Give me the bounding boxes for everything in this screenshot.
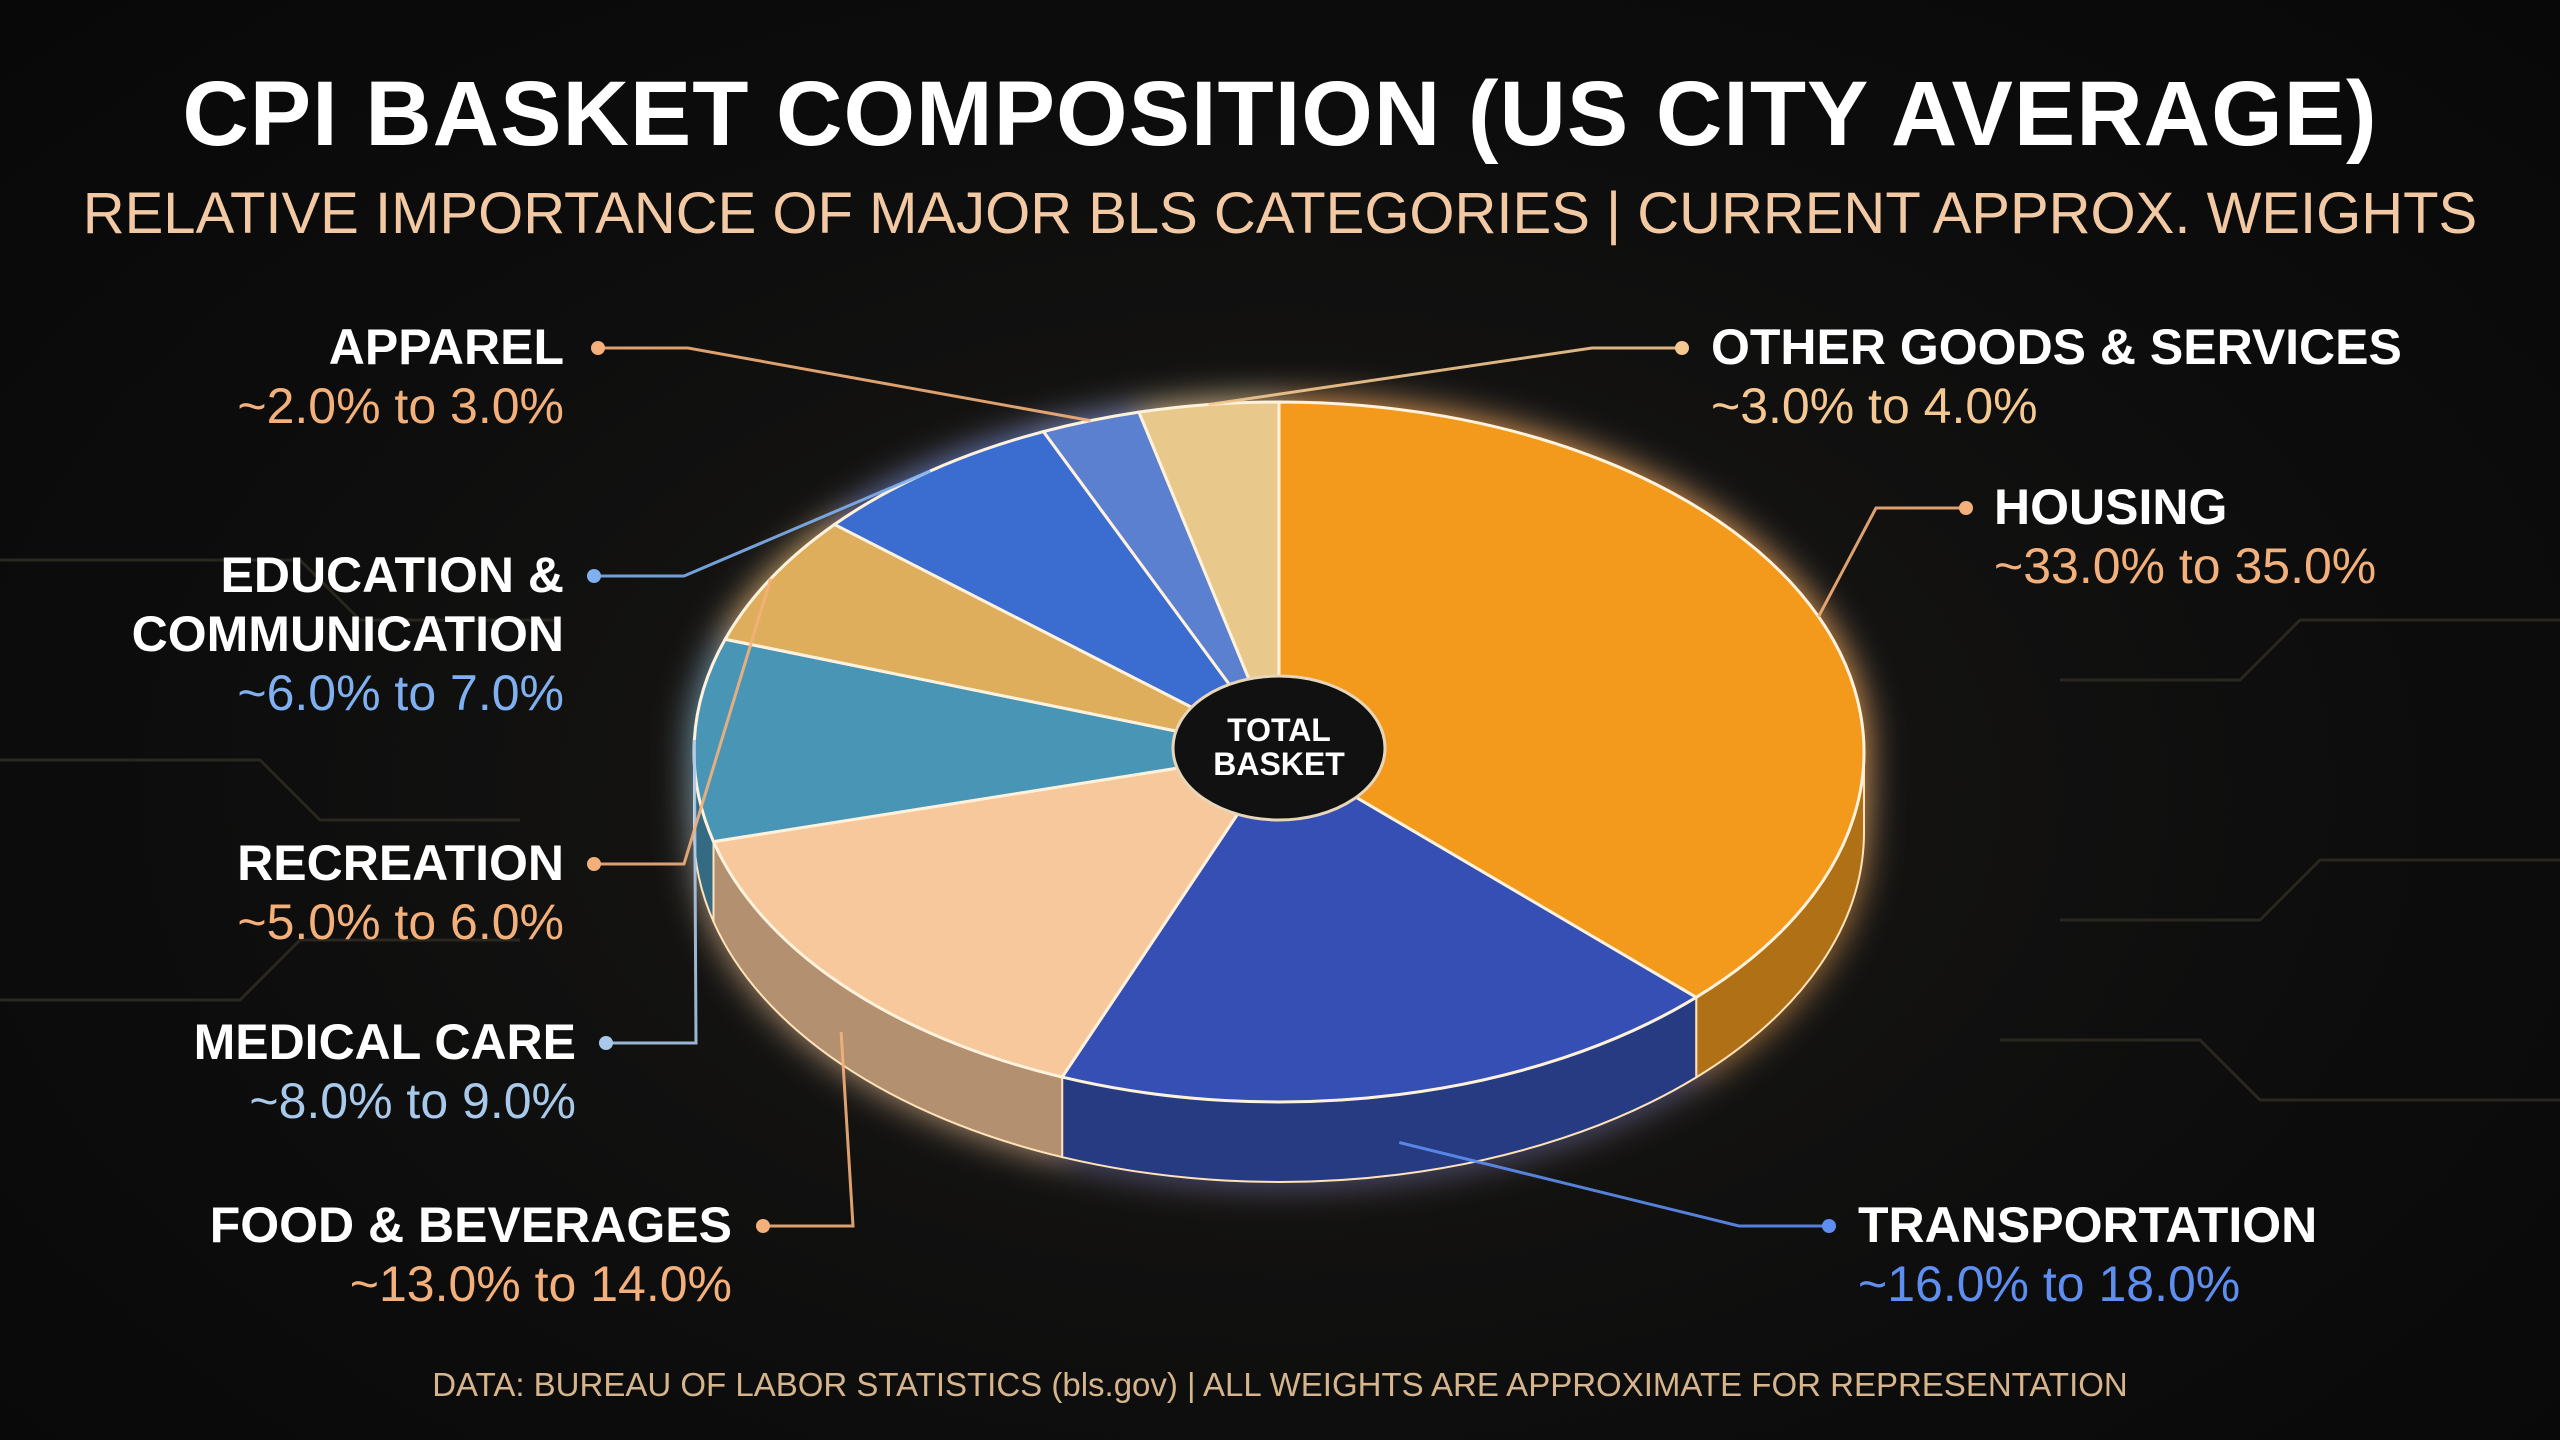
weight-range: ~2.0% to 3.0% [237,378,564,434]
leader-dot [1822,1219,1836,1233]
weight-range: ~8.0% to 9.0% [249,1073,576,1129]
weight-range: ~6.0% to 7.0% [237,665,564,721]
weight-range: ~3.0% to 4.0% [1711,378,2038,434]
slice [1136,400,1281,753]
chart-subtitle: RELATIVE IMPORTANCE OF MAJOR BLS CATEGOR… [82,181,2478,246]
category-label: TRANSPORTATION ~16.0% to 18.0% [1858,1196,2317,1314]
center-label: TOTAL BASKET [1213,712,1345,782]
weight-range: ~13.0% to 14.0% [349,1256,732,1312]
category-label: MEDICAL CARE ~8.0% to 9.0% [194,1013,576,1131]
leader-line [606,739,698,1045]
category-name: FOOD & BEVERAGES [209,1197,732,1253]
leader-dot [599,1036,613,1050]
category-name: RECREATION [237,835,564,891]
leader-dot [1959,501,1973,515]
leader-dot [587,569,601,583]
leader-dot [1675,341,1689,355]
leader-line [598,346,1091,423]
category-name: APPAREL [328,319,564,375]
leader-dot [591,341,605,355]
category-label: EDUCATION & COMMUNICATION ~6.0% to 7.0% [44,546,564,723]
leader-dot [756,1219,770,1233]
slice [1277,400,1866,1000]
category-label: OTHER GOODS & SERVICES ~3.0% to 4.0% [1711,318,2402,436]
category-name: OTHER GOODS & SERVICES [1711,319,2402,375]
category-name: TRANSPORTATION [1858,1197,2318,1253]
category-name: EDUCATION & COMMUNICATION [131,547,564,662]
category-label: APPAREL ~2.0% to 3.0% [237,318,564,436]
category-label: HOUSING ~33.0% to 35.0% [1994,478,2376,596]
weight-range: ~16.0% to 18.0% [1858,1256,2241,1312]
category-name: MEDICAL CARE [193,1014,576,1070]
category-name: HOUSING [1994,479,2228,535]
slice [711,749,1283,1079]
category-label: FOOD & BEVERAGES ~13.0% to 14.0% [210,1196,732,1314]
circuit-lines [0,558,2560,1102]
weight-range: ~5.0% to 6.0% [237,894,564,950]
leader-line [1398,1141,1829,1228]
category-label: RECREATION ~5.0% to 6.0% [237,834,564,952]
leader-line [594,578,773,866]
leader-line [1817,506,1966,618]
leader-line [763,1032,855,1228]
leader-line [1208,346,1682,407]
weight-range: ~33.0% to 35.0% [1994,538,2377,594]
center-hub [1171,674,1387,822]
chart-title: CPI BASKET COMPOSITION (US CITY AVERAGE) [182,63,2378,165]
leader-dot [587,857,601,871]
source-note: DATA: BUREAU OF LABOR STATISTICS (bls.go… [432,1366,2128,1403]
pie-body [692,400,1866,1183]
leader-line [594,469,931,578]
